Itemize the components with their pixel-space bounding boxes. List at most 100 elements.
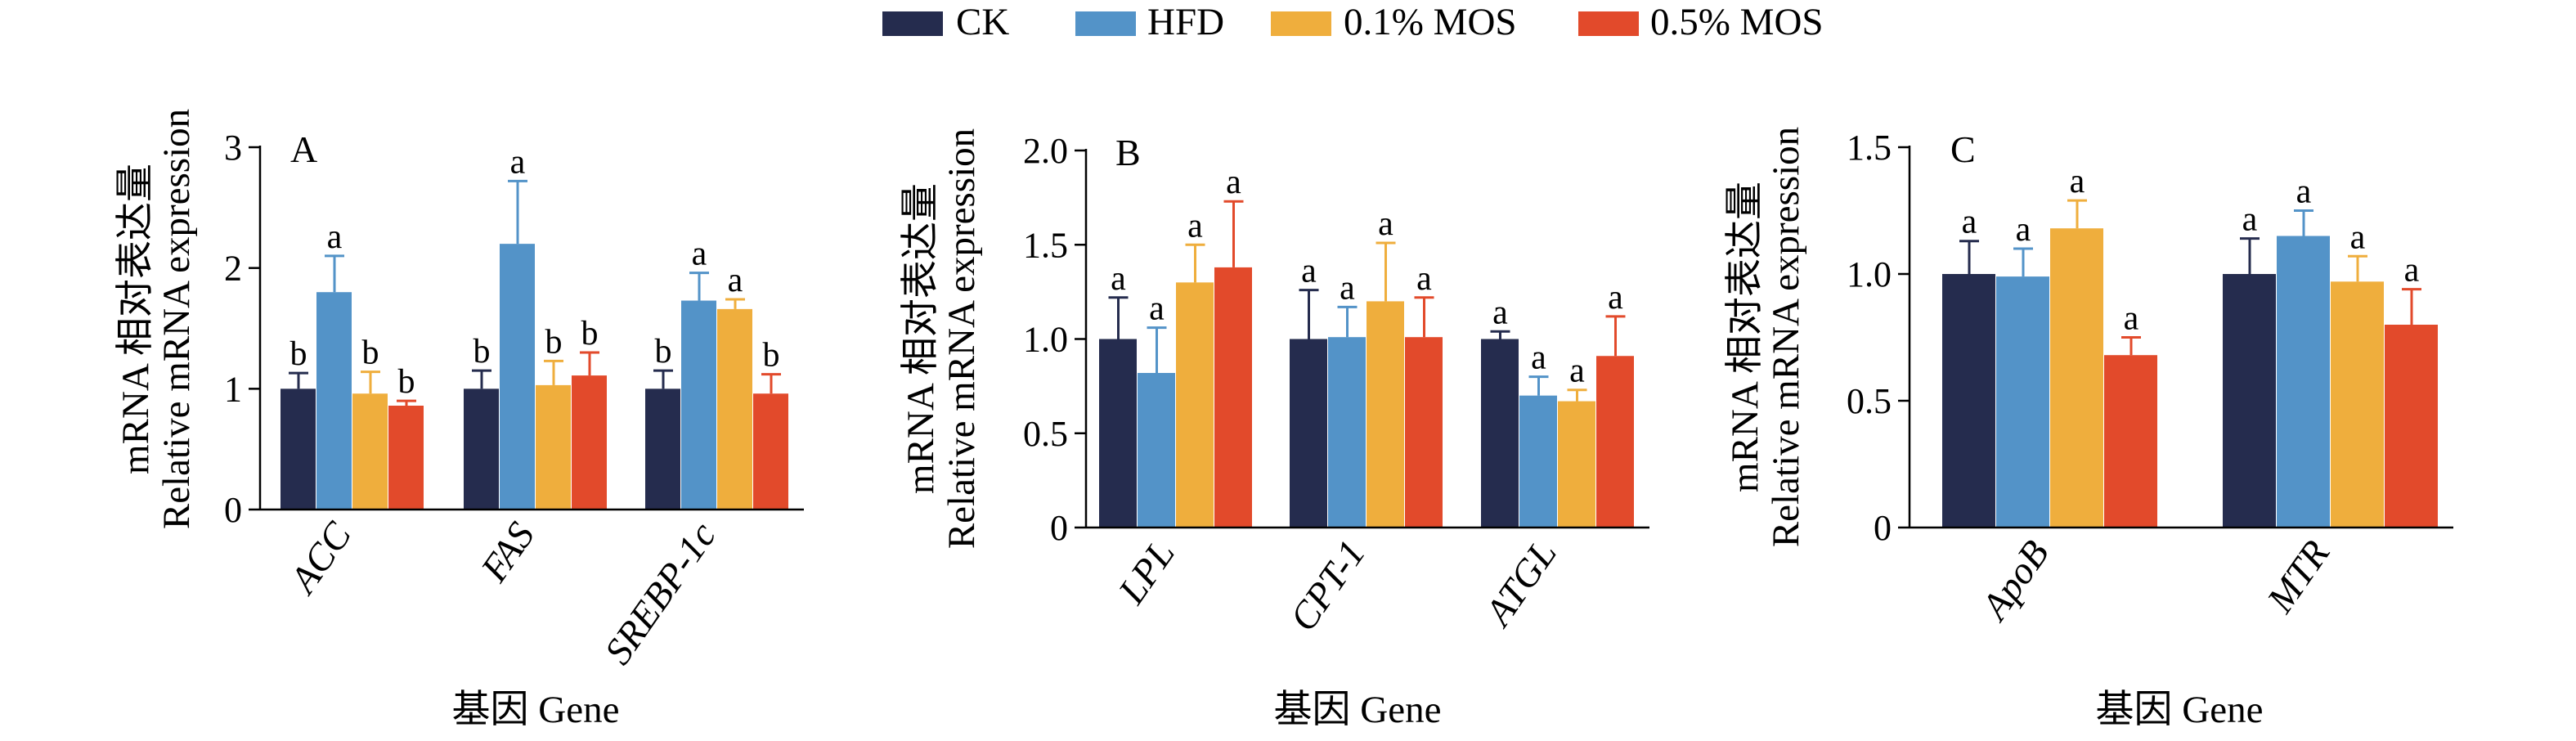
legend-label: 0.1% MOS bbox=[1344, 1, 1517, 43]
significance-label: a bbox=[2350, 218, 2366, 256]
x-tick-label: FAS bbox=[473, 514, 543, 590]
bar bbox=[1328, 337, 1366, 528]
significance-label: a bbox=[1569, 353, 1585, 390]
bar bbox=[1405, 337, 1443, 528]
bar bbox=[572, 375, 607, 510]
bar bbox=[1099, 339, 1137, 528]
significance-label: b bbox=[763, 337, 780, 375]
bar bbox=[1596, 356, 1634, 528]
y-tick-label: 1.0 bbox=[1023, 320, 1068, 360]
y-tick-label: 1 bbox=[224, 369, 242, 409]
legend-swatch bbox=[1075, 11, 1136, 36]
significance-label: a bbox=[2124, 300, 2139, 338]
legend-label: 0.5% MOS bbox=[1650, 1, 1824, 43]
significance-label: a bbox=[2070, 163, 2085, 200]
significance-label: a bbox=[327, 218, 343, 256]
y-axis-label: Relative mRNA expression bbox=[155, 109, 198, 529]
bar bbox=[536, 384, 571, 510]
panel-label: B bbox=[1115, 132, 1141, 173]
y-tick-label: 1.5 bbox=[1847, 128, 1892, 168]
bar bbox=[500, 244, 535, 510]
x-tick-label: SREBP-1c bbox=[597, 514, 725, 671]
significance-label: a bbox=[1111, 260, 1126, 298]
y-tick-label: 0 bbox=[224, 490, 242, 530]
legend-swatch bbox=[882, 11, 943, 36]
bar bbox=[681, 300, 716, 510]
bar bbox=[2277, 236, 2330, 528]
significance-label: a bbox=[2404, 252, 2420, 290]
y-axis-label: Relative mRNA expression bbox=[1765, 127, 1807, 547]
bar bbox=[388, 406, 424, 510]
y-tick-label: 3 bbox=[224, 128, 242, 168]
bar bbox=[1942, 274, 1995, 528]
y-axis-label: mRNA 相对表达量 bbox=[1724, 182, 1766, 492]
bar bbox=[316, 292, 352, 510]
y-tick-label: 1.0 bbox=[1847, 254, 1892, 294]
bar bbox=[1214, 267, 1252, 528]
significance-label: a bbox=[510, 143, 526, 181]
legend-label: CK bbox=[956, 1, 1009, 43]
significance-label: a bbox=[1149, 290, 1165, 328]
bar bbox=[1138, 372, 1175, 528]
significance-label: b bbox=[473, 333, 491, 370]
x-tick-label: CPT-1 bbox=[1282, 532, 1375, 639]
significance-label: b bbox=[545, 323, 563, 361]
y-tick-label: 2.0 bbox=[1023, 131, 1068, 171]
bar bbox=[464, 388, 499, 510]
x-axis-label: 基因 Gene bbox=[1274, 689, 1442, 731]
x-tick-label: ApoB bbox=[1972, 532, 2058, 629]
y-tick-label: 0 bbox=[1874, 508, 1892, 548]
bar bbox=[753, 393, 788, 510]
significance-label: b bbox=[655, 333, 672, 370]
significance-label: a bbox=[728, 262, 743, 299]
bar bbox=[645, 388, 680, 510]
y-axis-label: mRNA 相对表达量 bbox=[114, 164, 157, 474]
x-tick-label: MTR bbox=[2259, 532, 2338, 621]
panel-label: C bbox=[1950, 128, 1976, 170]
significance-label: b bbox=[398, 363, 415, 401]
bar bbox=[2223, 274, 2276, 528]
bar bbox=[1176, 282, 1214, 528]
significance-label: b bbox=[290, 335, 307, 373]
bar bbox=[1558, 401, 1595, 528]
y-axis-label: Relative mRNA expression bbox=[940, 128, 983, 549]
significance-label: a bbox=[1416, 260, 1432, 298]
x-axis-label: 基因 Gene bbox=[452, 689, 620, 731]
x-tick-label: ATGL bbox=[1476, 532, 1565, 635]
significance-label: a bbox=[1492, 294, 1508, 331]
y-tick-label: 2 bbox=[224, 249, 242, 289]
legend-label: HFD bbox=[1147, 1, 1224, 43]
x-axis-label: 基因 Gene bbox=[2096, 689, 2264, 731]
bar bbox=[280, 388, 316, 510]
y-tick-label: 0 bbox=[1050, 508, 1068, 548]
significance-label: a bbox=[1962, 204, 1977, 241]
bar bbox=[1481, 339, 1519, 528]
bar bbox=[1996, 276, 2049, 528]
significance-label: a bbox=[1531, 339, 1546, 377]
significance-label: a bbox=[2242, 201, 2258, 239]
y-tick-label: 0.5 bbox=[1023, 414, 1068, 454]
bar bbox=[1367, 301, 1404, 528]
significance-label: a bbox=[692, 236, 707, 273]
bar bbox=[1519, 395, 1557, 528]
bar bbox=[2050, 228, 2103, 528]
bar bbox=[352, 393, 388, 510]
significance-label: a bbox=[1608, 279, 1623, 317]
y-axis-label: mRNA 相对表达量 bbox=[900, 183, 942, 494]
significance-label: b bbox=[362, 335, 379, 372]
x-tick-label: ACC bbox=[280, 514, 360, 603]
significance-label: a bbox=[2296, 173, 2312, 211]
panel-label: A bbox=[290, 128, 317, 170]
legend-swatch bbox=[1271, 11, 1331, 36]
y-tick-label: 1.5 bbox=[1023, 225, 1068, 265]
bar bbox=[717, 308, 752, 510]
bar bbox=[2331, 281, 2384, 528]
bar bbox=[2104, 355, 2157, 528]
significance-label: a bbox=[1378, 205, 1393, 243]
legend-swatch bbox=[1578, 11, 1639, 36]
